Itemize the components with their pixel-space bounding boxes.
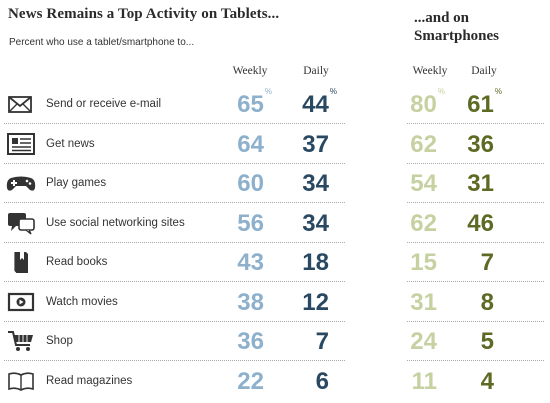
smart-weekly-value: 15 <box>410 249 437 276</box>
smart-daily-header: Daily <box>471 65 497 77</box>
tablet-daily-value: 7 <box>315 328 329 355</box>
smart-daily-value: 4 <box>480 367 494 395</box>
table-row: Play games 60 34 54 31 <box>0 163 550 203</box>
row-divider <box>4 162 345 164</box>
table-row: Use social networking sites 56 34 62 46 <box>0 203 550 243</box>
open-magazine-icon <box>5 368 37 394</box>
row-label: Watch movies <box>46 295 118 308</box>
row-divider <box>4 360 345 361</box>
chart-subtitle: Percent who use a tablet/smartphone to..… <box>9 37 195 48</box>
shopping-cart-icon <box>5 328 37 354</box>
smart-weekly-value: 24 <box>410 328 437 355</box>
row-divider <box>4 123 345 124</box>
tablet-weekly-value: 56 <box>237 209 264 237</box>
smart-daily-value: 5 <box>480 328 494 355</box>
row-divider <box>407 320 544 322</box>
tablet-daily-value: 44% <box>302 87 337 118</box>
smart-weekly-value: 80% <box>410 87 445 118</box>
smart-daily-value: 7 <box>480 249 494 276</box>
row-label: Shop <box>46 335 73 347</box>
row-divider <box>4 241 345 243</box>
smart-weekly-value: 62 <box>410 209 437 237</box>
smart-daily-value: 36 <box>467 130 494 158</box>
chart-title: News Remains a Top Activity on Tablets..… <box>8 6 280 22</box>
row-divider <box>407 162 544 164</box>
tablet-weekly-value: 38 <box>237 288 264 316</box>
smart-weekly-value: 54 <box>410 170 437 197</box>
tablet-weekly-value: 60 <box>237 170 264 197</box>
table-row: Send or receive e-mail 65% 44% 80% 61% <box>0 84 550 124</box>
smart-weekly-value: 62 <box>410 130 437 158</box>
row-label: Get news <box>46 137 95 150</box>
smart-weekly-value: 11 <box>411 367 437 395</box>
smartphones-title: ...and on Smartphones <box>414 10 500 44</box>
tablet-daily-value: 18 <box>302 249 329 276</box>
row-divider <box>407 202 544 203</box>
tablet-daily-value: 34 <box>302 209 329 237</box>
tablet-weekly-value: 22 <box>237 367 264 395</box>
row-divider <box>407 360 544 361</box>
row-label: Use social networking sites <box>46 216 185 229</box>
envelope-icon <box>5 91 37 117</box>
smart-daily-value: 46 <box>467 209 494 237</box>
row-divider <box>4 202 345 203</box>
percent-sign: % <box>264 87 272 96</box>
speech-bubble-icon <box>5 210 37 236</box>
tablet-daily-value: 37 <box>302 130 329 158</box>
percent-sign: % <box>437 87 445 96</box>
row-label: Read magazines <box>46 374 133 387</box>
tablet-daily-header: Daily <box>303 65 329 77</box>
table-row: Read books 43 18 15 7 <box>0 242 550 282</box>
row-divider <box>407 241 544 243</box>
row-label: Read books <box>46 256 108 268</box>
tablet-daily-value: 12 <box>302 288 329 316</box>
smart-daily-value: 8 <box>480 288 494 316</box>
play-screen-icon <box>5 289 37 315</box>
percent-sign: % <box>494 87 502 96</box>
tablet-weekly-value: 43 <box>237 249 264 276</box>
tablet-weekly-value: 36 <box>237 328 264 355</box>
tablet-weekly-value: 65% <box>237 87 272 118</box>
row-divider <box>4 281 345 282</box>
smart-daily-value: 31 <box>467 170 494 197</box>
tablet-weekly-header: Weekly <box>232 65 268 77</box>
table-row: Read magazines 22 6 11 4 <box>0 361 550 401</box>
tablet-weekly-value: 64 <box>237 130 264 158</box>
table-row: Watch movies 38 12 31 8 <box>0 282 550 322</box>
row-divider <box>407 281 544 282</box>
gamepad-icon <box>5 170 37 196</box>
table-row: Shop 36 7 24 5 <box>0 321 550 361</box>
percent-sign: % <box>329 87 337 96</box>
table-row: Get news 64 37 62 36 <box>0 124 550 164</box>
row-label: Play games <box>46 177 107 189</box>
tablet-daily-value: 6 <box>315 367 329 395</box>
smart-weekly-value: 31 <box>410 288 437 316</box>
row-divider <box>407 123 544 124</box>
row-label: Send or receive e-mail <box>46 98 162 110</box>
row-divider <box>4 320 345 322</box>
newspaper-icon <box>5 131 37 157</box>
smart-weekly-header: Weekly <box>412 65 448 77</box>
smart-daily-value: 61% <box>467 87 502 118</box>
book-icon <box>5 249 37 275</box>
tablet-daily-value: 34 <box>302 170 329 197</box>
